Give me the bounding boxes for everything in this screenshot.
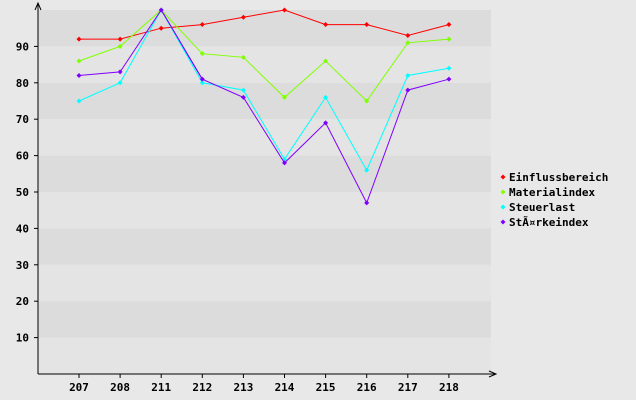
series-4-point	[364, 200, 370, 206]
series-3-point	[240, 87, 246, 93]
series-1-point	[158, 25, 164, 31]
x-tick-label: 215	[316, 381, 336, 394]
series-2-point	[282, 94, 287, 100]
grid-band	[38, 301, 491, 338]
series-4-point	[323, 120, 329, 126]
series-1-point	[282, 7, 287, 13]
grid-band	[38, 264, 491, 302]
series-2-point	[323, 58, 329, 64]
x-tick-label: 212	[192, 381, 212, 394]
y-tick-label: 10	[16, 332, 29, 345]
grid-band	[38, 228, 491, 265]
series-1-point	[117, 36, 123, 42]
legend-label: Materialindex	[509, 186, 595, 199]
x-tick-label: 216	[357, 381, 377, 394]
series-3-line	[78, 8, 449, 172]
y-axis-arrow	[34, 1, 42, 11]
y-tick-label: 80	[16, 77, 29, 90]
x-axis-arrow	[488, 370, 498, 378]
series-4-point	[199, 76, 205, 82]
x-tick-label: 217	[398, 381, 418, 394]
x-tick-label: 208	[110, 381, 130, 394]
series-2-point	[199, 51, 205, 57]
series-4-line	[78, 9, 450, 205]
series-2-point	[76, 58, 82, 64]
legend-marker	[500, 204, 506, 210]
series-2-point	[405, 40, 411, 46]
grid-band	[38, 82, 491, 120]
legend-marker	[500, 174, 506, 180]
y-tick-label: 20	[16, 295, 29, 308]
y-tick-label: 60	[16, 150, 29, 163]
y-tick-label: 50	[16, 186, 29, 199]
series-2-point	[240, 54, 246, 60]
series-1-line	[79, 9, 450, 40]
series-1-point	[199, 22, 205, 28]
y-tick-label: 40	[16, 222, 29, 235]
series-4-point	[240, 94, 246, 100]
y-tick-label: 70	[16, 113, 29, 126]
series-4-point	[282, 160, 287, 166]
series-3-point	[199, 80, 205, 86]
legend-marker	[500, 189, 506, 195]
series-3-point	[117, 80, 123, 86]
series-1-point	[240, 14, 246, 20]
series-4-point	[76, 73, 82, 79]
x-tick-label: 214	[275, 381, 295, 394]
series-4-point	[117, 69, 123, 75]
series-1-point	[323, 22, 329, 28]
legend-label: Steuerlast	[509, 201, 575, 214]
series-3-point	[446, 65, 452, 71]
x-tick-label: 218	[439, 381, 459, 394]
legend-marker	[500, 219, 506, 225]
series-1-point	[405, 32, 411, 38]
x-tick-label: 211	[151, 381, 171, 394]
y-tick-label: 30	[16, 259, 29, 272]
series-1-point	[76, 36, 82, 42]
series-1-point	[364, 22, 370, 28]
series-4-point	[405, 87, 411, 93]
x-tick-label: 213	[233, 381, 253, 394]
series-3-point	[323, 94, 329, 100]
series-4-point	[158, 7, 164, 13]
series-2-line	[78, 9, 449, 102]
series-4-point	[446, 76, 452, 82]
grid-band	[38, 155, 491, 192]
grid-band	[38, 192, 491, 229]
grid-band	[38, 10, 491, 47]
legend-label: Einflussbereich	[509, 171, 608, 184]
series-3-point	[76, 98, 82, 104]
y-tick-label: 90	[16, 40, 29, 53]
series-3-point	[405, 73, 411, 79]
x-tick-label: 207	[69, 381, 89, 394]
series-2-point	[364, 98, 370, 104]
legend-label: StÃ¤rkeindex	[509, 216, 589, 229]
grid-band	[38, 337, 491, 374]
series-1-point	[446, 22, 452, 28]
series-3-point	[364, 167, 370, 173]
grid-band	[38, 46, 491, 83]
series-2-point	[446, 36, 452, 42]
series-2-point	[117, 43, 123, 49]
